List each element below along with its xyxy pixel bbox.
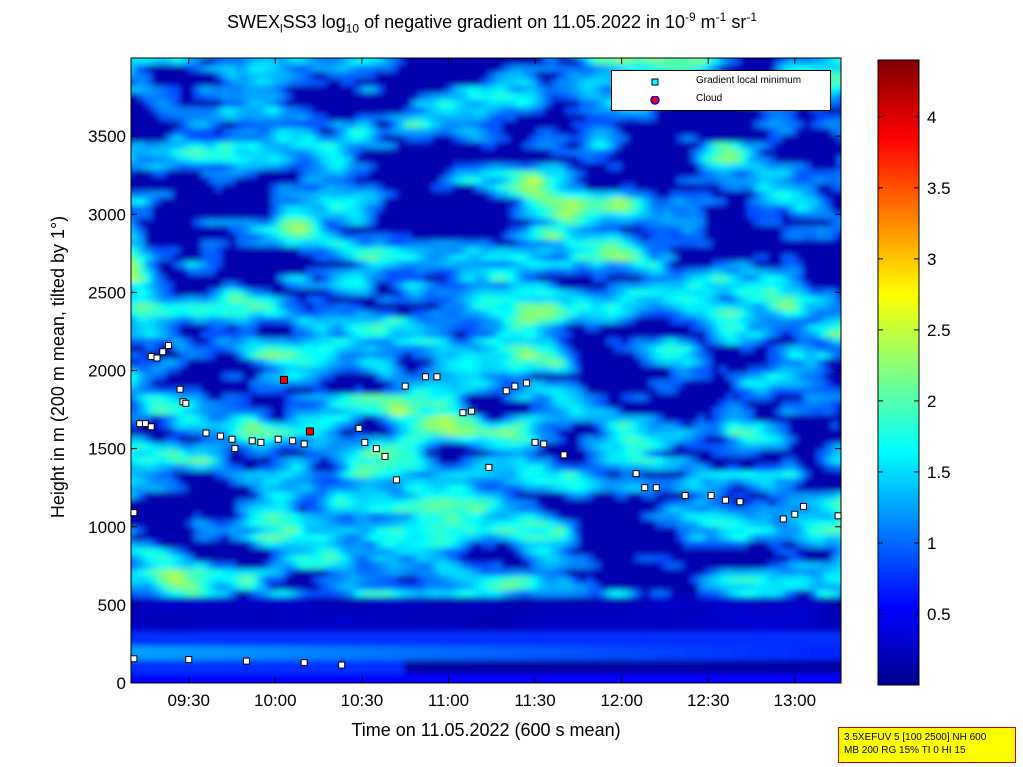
x-tick-label: 12:00: [600, 691, 643, 710]
gradient-minimum-marker: [485, 463, 493, 471]
gradient-minimum-marker: [560, 451, 568, 459]
colorbar-tick-label: 2: [927, 392, 936, 411]
legend: Gradient local minimum Cloud: [611, 70, 831, 111]
x-tick-label: 13:00: [774, 691, 817, 710]
gradient-minimum-marker: [130, 509, 138, 517]
y-tick-label: 1000: [88, 518, 126, 537]
gradient-minimum-marker: [511, 382, 519, 390]
gradient-minimum-marker: [401, 382, 409, 390]
gradient-minimum-marker: [165, 342, 173, 349]
gradient-minimum-marker: [242, 657, 250, 665]
gradient-minimum-marker: [707, 492, 715, 499]
gradient-minimum-marker: [182, 399, 190, 407]
gradient-minimum-marker: [153, 354, 161, 362]
circle-marker-icon: [650, 96, 660, 105]
markers-layer: [130, 342, 842, 669]
gradient-minimum-marker: [531, 438, 539, 446]
gradient-minimum-marker: [228, 435, 236, 443]
colorbar-axis: 0.5 1 1.5 2 2.5 3 3.5 4: [878, 108, 951, 624]
legend-item-cloud: Cloud: [612, 92, 830, 108]
colorbar-tick-label: 1: [927, 534, 936, 553]
gradient-minimum-marker: [147, 352, 155, 360]
cloud-marker: [305, 427, 314, 436]
x-tick-label: 10:00: [254, 691, 297, 710]
gradient-minimum-marker: [338, 661, 346, 669]
gradient-minimum-marker: [736, 498, 744, 506]
gradient-minimum-marker: [722, 496, 730, 504]
colorbar-tick-label: 4: [927, 108, 936, 127]
gradient-minimum-marker: [300, 440, 308, 448]
legend-label: Cloud: [696, 93, 723, 104]
gradient-minimum-marker: [300, 659, 308, 667]
y-tick-label: 2500: [88, 283, 126, 302]
gradient-minimum-marker: [372, 445, 380, 453]
gradient-minimum-marker: [231, 445, 239, 453]
x-tick-label: 11:00: [428, 691, 469, 710]
y-tick-label: 500: [98, 596, 126, 615]
y-tick-label: 2000: [88, 362, 126, 381]
gradient-minimum-marker: [632, 470, 640, 478]
gradient-minimum-marker: [502, 387, 510, 395]
gradient-minimum-marker: [468, 407, 476, 415]
legend-label: Gradient local minimum: [696, 75, 802, 86]
gradient-minimum-marker: [289, 437, 297, 445]
gradient-minimum-marker: [421, 373, 429, 381]
gradient-minimum-marker: [248, 437, 256, 445]
heatmap-cells: [131, 58, 841, 683]
settings-line-1: 3.5XEFUV 5 [100 2500] NH 600: [844, 732, 987, 743]
gradient-minimum-marker: [141, 420, 149, 428]
gradient-minimum-marker: [791, 510, 799, 518]
heatmap: [131, 58, 841, 683]
gradient-minimum-marker: [540, 440, 548, 448]
colorbar: [877, 59, 920, 686]
gradient-minimum-marker: [641, 484, 649, 492]
gradient-minimum-marker: [393, 476, 401, 484]
x-tick-label: 09:30: [167, 691, 210, 710]
gradient-minimum-marker: [176, 385, 184, 393]
gradient-minimum-marker: [355, 424, 363, 432]
axes: 09:30 10:00 10:30 11:00 11:30 12:00 12:30 13:00…: [88, 58, 841, 710]
x-tick-label: 11:30: [514, 691, 555, 710]
x-axis-label: Time on 11.05.2022 (600 s mean): [351, 720, 620, 740]
gradient-minimum-marker: [834, 512, 842, 520]
gradient-minimum-marker: [147, 423, 155, 431]
colorbar-tick-label: 3.5: [927, 179, 951, 198]
gradient-minimum-marker: [202, 429, 210, 437]
settings-info-box: 3.5XEFUV 5 [100 2500] NH 600 MB 200 RG 1…: [838, 727, 1016, 763]
colorbar-tick-label: 2.5: [927, 321, 951, 340]
y-tick-label: 3000: [88, 205, 126, 224]
gradient-minimum-marker: [274, 435, 282, 443]
gradient-minimum-marker: [652, 484, 660, 492]
gradient-minimum-marker: [779, 515, 787, 523]
y-tick-label: 3500: [88, 127, 126, 146]
x-tick-label: 10:30: [341, 691, 384, 710]
square-marker-icon: [651, 78, 659, 86]
gradient-minimum-marker: [136, 420, 144, 428]
settings-line-2: MB 200 RG 15% TI 0 HI 15: [844, 745, 966, 756]
gradient-minimum-marker: [381, 452, 389, 460]
x-tick-label: 12:30: [687, 691, 730, 710]
gradient-minimum-marker: [159, 348, 167, 356]
gradient-minimum-marker: [257, 438, 265, 446]
colorbar-tick-label: 1.5: [927, 463, 951, 482]
cloud-marker: [279, 375, 288, 384]
gradient-minimum-marker: [130, 655, 138, 663]
gradient-minimum-marker: [459, 409, 467, 417]
y-tick-label: 0: [117, 674, 126, 693]
colorbar-tick-label: 3: [927, 250, 936, 269]
legend-item-gradient-minimum: Gradient local minimum: [612, 74, 830, 90]
gradient-minimum-marker: [433, 373, 441, 381]
colorbar-tick-label: 0.5: [927, 605, 951, 624]
gradient-minimum-marker: [361, 438, 369, 446]
y-tick-label: 1500: [88, 440, 126, 459]
gradient-minimum-marker: [216, 432, 224, 440]
gradient-minimum-marker: [799, 502, 807, 510]
chart-title: SWEXlSS3 log10 of negative gradient on 1…: [226, 10, 758, 36]
gradient-minimum-marker: [185, 656, 193, 664]
y-axis-label: Height in m (200 m mean, tilted by 1°): [48, 216, 68, 518]
gradient-minimum-marker: [681, 492, 689, 499]
gradient-minimum-marker: [522, 379, 530, 387]
